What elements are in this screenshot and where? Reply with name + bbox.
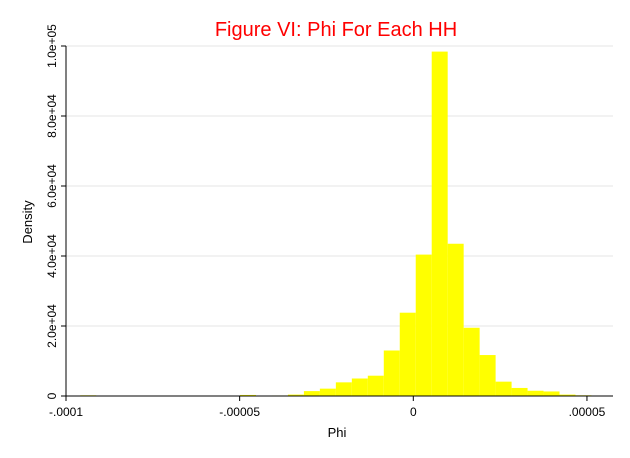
histogram-bar xyxy=(415,254,432,396)
histogram-bar xyxy=(335,382,352,396)
x-tick-label: -.00005 xyxy=(219,405,260,419)
y-tick-label: 0 xyxy=(45,392,59,399)
y-tick-label: 8.0e+04 xyxy=(45,94,59,138)
histogram-bar xyxy=(351,378,368,396)
y-tick-label: 4.0e+04 xyxy=(45,234,59,278)
x-ticks: -.0001 -.00005 0 .00005 xyxy=(49,396,606,419)
histogram-bar xyxy=(239,394,256,396)
y-tick-label: 6.0e+04 xyxy=(45,164,59,208)
histogram-bar xyxy=(367,375,384,396)
histogram-bar xyxy=(543,391,560,396)
histogram-bars xyxy=(80,51,608,396)
x-tick-label: 0 xyxy=(410,405,417,419)
histogram-bar xyxy=(479,355,496,396)
x-tick-label: -.0001 xyxy=(49,405,83,419)
histogram-bar xyxy=(463,327,480,396)
axes xyxy=(65,46,613,397)
histogram-bar xyxy=(495,381,512,396)
histogram-bar xyxy=(383,350,400,396)
chart-title: Figure VI: Phi For Each HH xyxy=(215,19,457,41)
histogram-bar xyxy=(527,390,544,396)
histogram-bar xyxy=(303,391,320,396)
histogram-bar xyxy=(559,394,576,396)
x-tick-label: .00005 xyxy=(569,405,606,419)
histogram-bar xyxy=(399,312,416,396)
histogram-bar xyxy=(319,388,336,396)
histogram-bar xyxy=(431,51,448,396)
histogram-bar xyxy=(447,243,464,396)
histogram-bar xyxy=(287,394,304,396)
y-ticks: 0 2.0e+04 4.0e+04 6.0e+04 8.0e+04 1.0e+05 xyxy=(45,24,66,399)
grid-lines xyxy=(66,45,613,327)
y-axis-title: Density xyxy=(20,200,35,244)
histogram-bar xyxy=(511,387,528,396)
x-axis-title: Phi xyxy=(328,425,347,440)
y-tick-label: 2.0e+04 xyxy=(45,304,59,348)
y-tick-label: 1.0e+05 xyxy=(45,24,59,68)
